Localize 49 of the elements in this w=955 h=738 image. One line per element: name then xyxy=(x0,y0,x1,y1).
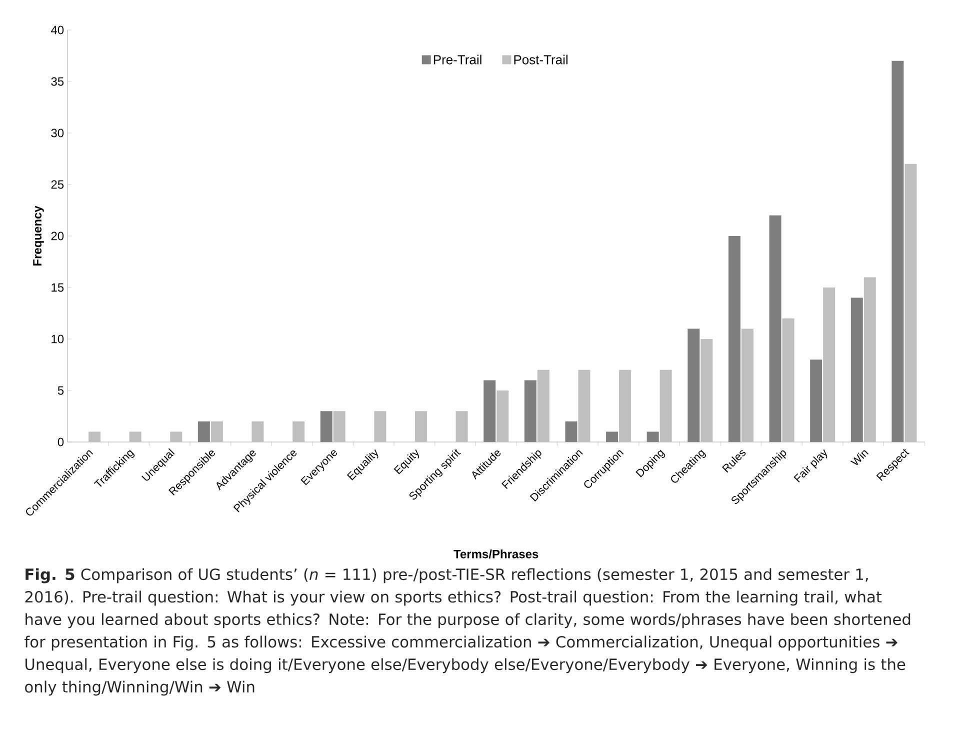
y-tick-label: 25 xyxy=(51,180,64,189)
bar xyxy=(320,411,332,442)
bar xyxy=(700,338,713,442)
text: Fig. 5 Comparison of UG students’ (n = 111) pre-/post-TIE-SR reflections (semester 1, 2015 and semester 1, 2016). Pre-trail question: What is your view on sports ethics? Post-trail question: From the learning trail, what have you learned about sports ethics? Note: For the purpose of clarity, some words/phrases have been shortened for presentation in Fig. 5 as follows: Excessive commercialization ➔ Commercialization, Unequal opportunities ➔ Unequal, Everyone else is doing it/Everyone else/Everybody else/Everyone/Everybody ➔ Everyone, Winning is the only thing/Winning/Win ➔ Win xyxy=(24,568,910,696)
y-tick-label: 20 xyxy=(51,232,64,240)
bar xyxy=(484,380,496,442)
bar xyxy=(823,287,836,442)
bar xyxy=(728,236,740,442)
bar xyxy=(769,215,782,442)
bar xyxy=(524,380,536,442)
bar xyxy=(210,421,223,442)
y-tick-label: 10 xyxy=(52,334,64,344)
bar xyxy=(741,328,754,442)
bar xyxy=(414,411,427,442)
legend-label: Post-Trail xyxy=(514,54,568,64)
x-tick-label: Win xyxy=(850,450,869,466)
bar xyxy=(333,411,346,442)
y-axis-title: Frequency xyxy=(33,206,44,266)
bar xyxy=(565,421,578,442)
bar xyxy=(88,432,100,442)
y-tick-label: 30 xyxy=(51,128,64,138)
bar xyxy=(782,318,794,442)
bar xyxy=(892,60,904,442)
x-axis-title: Terms/Phrases xyxy=(454,550,538,558)
bar xyxy=(660,370,672,442)
bar xyxy=(252,421,264,442)
bar xyxy=(374,411,386,442)
bar xyxy=(496,390,509,442)
bar xyxy=(129,432,142,442)
y-tick-label: 40 xyxy=(51,26,64,34)
bar xyxy=(456,411,468,442)
y-tick-label: 35 xyxy=(51,77,64,86)
bar xyxy=(646,432,659,442)
bar xyxy=(170,432,182,442)
y-tick-label: 5 xyxy=(58,386,64,395)
bar xyxy=(850,298,863,442)
y-tick-label: 15 xyxy=(52,283,64,292)
bar xyxy=(198,421,210,442)
legend-label: Pre-Trail xyxy=(434,54,482,64)
bar xyxy=(619,370,632,442)
y-tick-label: 0 xyxy=(58,438,64,446)
bar xyxy=(537,370,550,442)
bar xyxy=(904,164,917,442)
bar xyxy=(292,421,305,442)
bar xyxy=(578,370,590,442)
bar xyxy=(606,432,618,442)
bar xyxy=(864,277,876,442)
bar xyxy=(810,360,822,442)
bar xyxy=(688,328,700,442)
